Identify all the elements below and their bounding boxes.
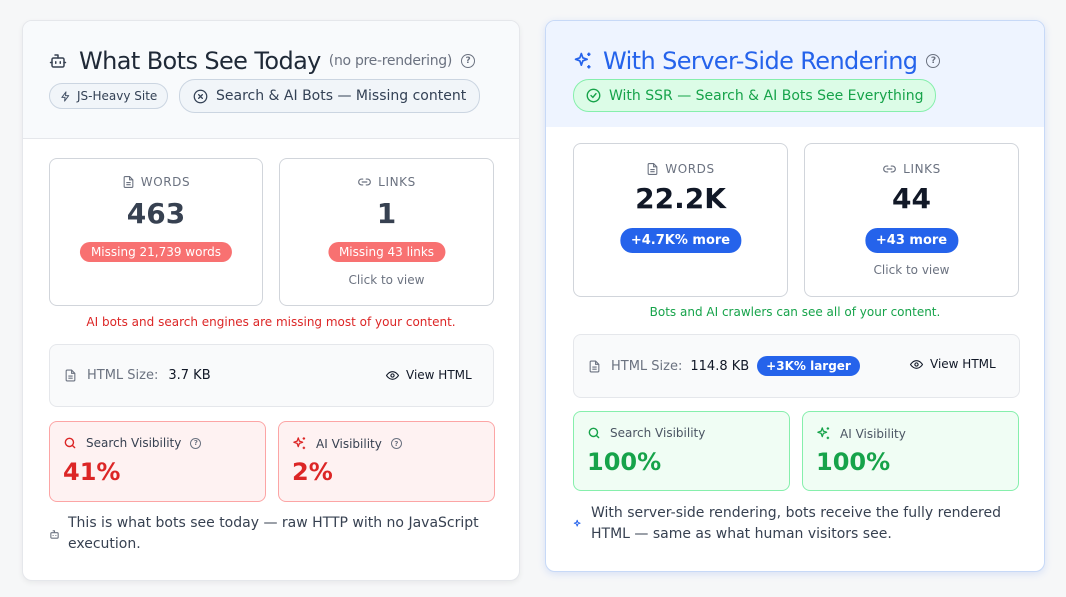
view-html-label: View HTML [930,357,996,371]
bots-today-header: What Bots See Today (no pre-rendering) ?… [23,21,519,139]
ai-visibility-label: AI Visibility [840,426,906,441]
js-heavy-chip: JS-Heavy Site [49,83,169,109]
eye-icon [909,358,924,371]
sparkles-icon [292,436,307,451]
ssr-footer: With server-side rendering, bots receive… [573,503,1013,545]
search-visibility-value: 100% [587,448,662,476]
bots-today-title-row: What Bots See Today (no pre-rendering) ? [49,47,476,75]
html-size-row: HTML Size: 114.8 KB +3K% larger [588,356,860,376]
document-icon [122,175,135,189]
links-value: 1 [376,197,397,230]
ai-visibility-label-row: AI Visibility [816,426,906,441]
search-icon [587,426,601,440]
document-icon [64,368,77,383]
missing-links-badge: Missing 43 links [327,242,446,262]
search-visibility-label-row: Search Visibility ? [63,436,202,450]
sparkles-icon [816,426,831,441]
search-visibility-label-row: Search Visibility [587,426,705,440]
links-value: 44 [892,182,931,215]
html-size-label: HTML Size: [611,358,683,374]
footer-text: With server-side rendering, bots receive… [591,505,1002,542]
link-icon [882,162,897,176]
html-size-value: 3.7 KB [168,368,211,383]
links-card[interactable]: LINKS 1 Missing 43 links Click to view [279,158,494,306]
search-icon [63,436,77,450]
sparkles-icon [573,51,593,71]
words-card: WORDS 22.2K +4.7K% more [573,143,788,297]
more-links-badge: +43 more [864,228,959,253]
check-circle-icon [586,88,601,103]
ai-visibility-value: 2% [292,458,333,486]
words-label: WORDS [140,175,191,189]
words-value: 463 [126,197,186,230]
x-circle-icon [193,89,208,104]
links-label: LINKS [903,162,941,176]
view-html-button[interactable]: View HTML [385,368,472,382]
bot-icon [49,52,67,70]
page-title: What Bots See Today [79,47,321,75]
links-label: LINKS [378,175,416,189]
words-label-row: WORDS [574,162,787,176]
search-visibility-card: Search Visibility ? 41% [49,421,266,502]
ssr-chip: With SSR — Search & AI Bots See Everythi… [573,79,937,112]
missing-content-chip: Search & AI Bots — Missing content [179,79,481,113]
ssr-title-row: With Server-Side Rendering ? [573,47,941,75]
ai-visibility-value: 100% [816,448,891,476]
larger-badge: +3K% larger [757,356,860,376]
search-visibility-label: Search Visibility [86,436,182,450]
footer-text: This is what bots see today — raw HTTP w… [68,515,479,552]
missing-words-badge: Missing 21,739 words [79,242,233,262]
ai-visibility-card: AI Visibility ? 2% [278,421,495,502]
words-label-row: WORDS [50,175,262,189]
lightning-icon [60,90,71,102]
ssr-chip-label: With SSR — Search & AI Bots See Everythi… [609,87,924,104]
words-card: WORDS 463 Missing 21,739 words [49,158,263,306]
ssr-panel: With Server-Side Rendering ? With SSR — … [545,20,1045,572]
click-to-view[interactable]: Click to view [348,273,425,287]
ssr-title: With Server-Side Rendering [603,47,918,75]
html-size-box: HTML Size: 114.8 KB +3K% larger View HTM… [573,334,1020,398]
view-html-button[interactable]: View HTML [909,357,996,371]
ssr-content-note: Bots and AI crawlers can see all of your… [649,305,941,319]
help-icon[interactable]: ? [926,54,941,68]
bots-today-footer: This is what bots see today — raw HTTP w… [49,513,489,555]
ai-visibility-card: AI Visibility 100% [802,411,1019,491]
ai-visibility-label-row: AI Visibility ? [292,436,402,451]
html-size-row: HTML Size: 3.7 KB [64,368,211,383]
words-label: WORDS [665,162,715,176]
html-size-value: 114.8 KB [690,358,750,374]
html-size-label: HTML Size: [87,368,159,383]
help-icon[interactable]: ? [461,54,476,68]
bots-today-panel: What Bots See Today (no pre-rendering) ?… [22,20,520,581]
ssr-header: With Server-Side Rendering ? With SSR — … [546,21,1044,127]
missing-content-note: AI bots and search engines are missing m… [86,315,456,329]
document-icon [646,162,659,176]
help-icon[interactable]: ? [390,438,402,449]
search-visibility-label: Search Visibility [610,426,706,440]
links-label-row: LINKS [280,175,493,189]
eye-icon [385,369,400,382]
search-visibility-card: Search Visibility 100% [573,411,790,491]
html-size-box: HTML Size: 3.7 KB View HTML [49,344,494,407]
click-to-view[interactable]: Click to view [873,263,950,277]
bot-icon [49,529,60,540]
more-words-badge: +4.7K% more [619,228,742,253]
words-value: 22.2K [635,182,726,215]
title-subtitle: (no pre-rendering) [328,53,453,69]
link-icon [357,175,372,189]
js-heavy-label: JS-Heavy Site [77,89,158,103]
links-label-row: LINKS [805,162,1018,176]
view-html-label: View HTML [406,368,472,382]
ai-visibility-label: AI Visibility [316,436,382,451]
links-card[interactable]: LINKS 44 +43 more Click to view [804,143,1019,297]
document-icon [588,359,601,374]
sparkles-icon [573,519,583,529]
help-icon[interactable]: ? [190,437,202,449]
missing-content-label: Search & AI Bots — Missing content [216,88,467,104]
search-visibility-value: 41% [63,458,121,486]
